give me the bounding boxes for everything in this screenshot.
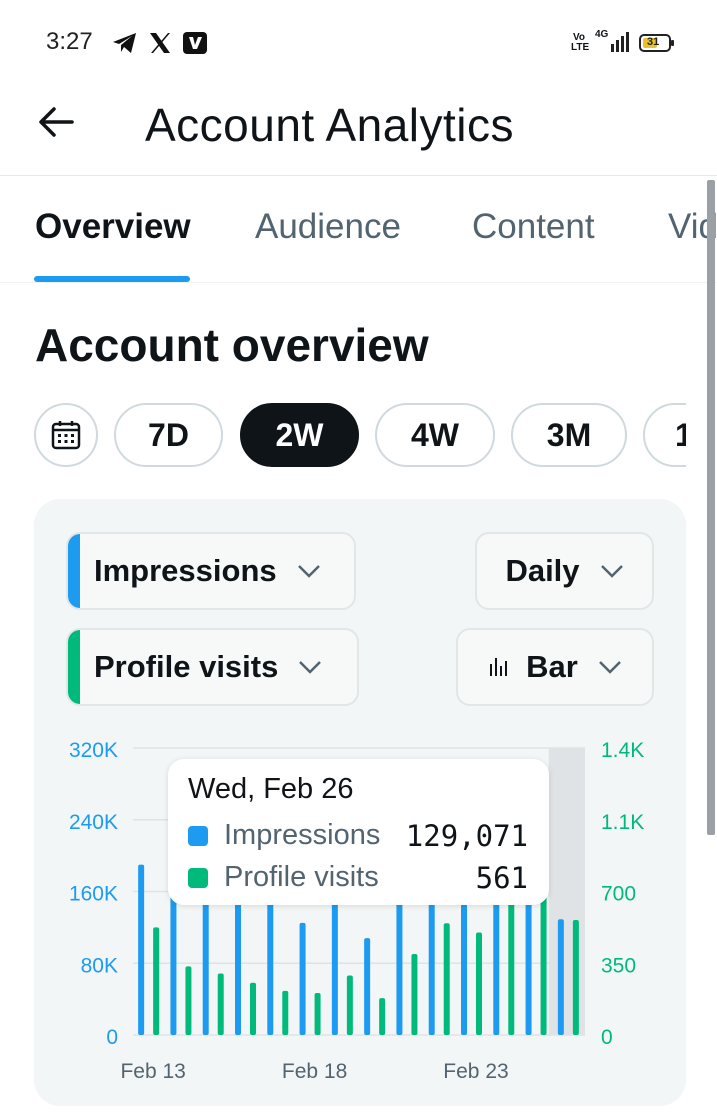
tooltip-series-name: Impressions	[224, 819, 381, 851]
bar-impressions	[461, 864, 467, 1035]
interval-label: Daily	[505, 553, 580, 588]
telegram-icon	[112, 32, 138, 59]
v-app-icon	[182, 31, 208, 60]
bar-profile-visits	[314, 992, 321, 1035]
bar-impressions	[331, 900, 338, 1035]
bar-profile-visits	[572, 919, 579, 1035]
calendar-button[interactable]	[34, 403, 98, 467]
bar-impressions	[396, 878, 403, 1035]
back-button[interactable]	[34, 100, 78, 144]
tooltip-series-value: 561	[475, 861, 528, 895]
battery-level: 31	[647, 36, 660, 48]
bar-impressions	[138, 864, 145, 1035]
tab-bar: Overview Audience Content Vid	[0, 177, 717, 283]
bar-profile-visits	[443, 923, 450, 1035]
interval-dropdown[interactable]: Daily	[475, 532, 654, 610]
y-right-tick-label: 1.1K	[601, 811, 644, 834]
range-4w[interactable]: 4W	[375, 403, 495, 467]
bar-profile-visits	[153, 927, 160, 1035]
bar-impressions	[202, 882, 209, 1035]
range-7d[interactable]: 7D	[114, 403, 223, 467]
status-time: 3:27	[46, 28, 93, 55]
y-right-tick-label: 350	[601, 954, 636, 977]
section-title: Account overview	[35, 319, 429, 371]
profile-visits-swatch	[188, 868, 208, 888]
tooltip-date: Wed, Feb 26	[188, 773, 354, 805]
app-header: Account Analytics	[0, 88, 717, 176]
y-left-tick-label: 320K	[69, 739, 118, 762]
battery-icon: 31	[639, 33, 675, 53]
tab-audience[interactable]: Audience	[255, 207, 401, 246]
date-range-selector: 7D 2W 4W 3M 1	[34, 403, 686, 469]
bar-chart-icon	[490, 658, 508, 676]
range-2w[interactable]: 2W	[240, 403, 359, 467]
x-icon	[148, 32, 172, 59]
tooltip-series-name: Profile visits	[224, 861, 379, 893]
bar-profile-visits	[282, 990, 289, 1035]
metric2-label: Profile visits	[94, 649, 279, 684]
tab-overview[interactable]: Overview	[35, 207, 191, 246]
scrollbar[interactable]	[707, 180, 715, 835]
bar-profile-visits	[250, 982, 256, 1035]
signal-icon: 4G	[595, 29, 631, 54]
y-left-tick-label: 0	[106, 1026, 118, 1049]
network-type-label: 4G	[595, 29, 609, 40]
y-left-tick-label: 160K	[69, 883, 118, 906]
status-bar: 3:27 Vo LTE 4G 31	[0, 0, 717, 88]
bar-profile-visits	[411, 954, 418, 1035]
bar-impressions	[267, 887, 274, 1035]
chevron-down-icon	[598, 661, 621, 674]
chevron-down-icon	[299, 661, 322, 674]
x-tick-label: Feb 23	[443, 1060, 508, 1083]
bar-profile-visits	[508, 900, 515, 1035]
bar-impressions	[364, 938, 371, 1035]
bar-profile-visits	[346, 975, 353, 1035]
chart-type-dropdown[interactable]: Bar	[456, 628, 654, 706]
metric1-color-bar	[68, 534, 80, 608]
y-right-tick-label: 1.4K	[601, 739, 644, 762]
chart-tooltip: Wed, Feb 26 Impressions 129,071 Profile …	[168, 759, 549, 905]
metric2-dropdown[interactable]: Profile visits	[66, 628, 359, 706]
bar-impressions	[557, 919, 564, 1035]
status-left-icons	[112, 31, 208, 60]
bar-profile-visits	[185, 966, 192, 1035]
metric1-dropdown[interactable]: Impressions	[66, 532, 356, 610]
chart-type-label: Bar	[526, 649, 578, 684]
chevron-down-icon	[297, 565, 320, 578]
tooltip-series-value: 129,071	[405, 819, 528, 853]
bar-profile-visits	[540, 893, 547, 1035]
back-arrow-icon	[39, 107, 74, 137]
bar-impressions	[299, 922, 306, 1035]
bar-profile-visits	[379, 998, 386, 1035]
chevron-down-icon	[600, 565, 623, 578]
y-right-tick-label: 700	[601, 883, 636, 906]
bar-impressions	[428, 869, 435, 1035]
x-tick-label: Feb 18	[282, 1060, 347, 1083]
page-title: Account Analytics	[145, 99, 515, 151]
y-left-tick-label: 240K	[69, 811, 118, 834]
calendar-icon	[51, 421, 81, 450]
range-1y[interactable]: 1	[643, 403, 686, 467]
bar-impressions	[235, 891, 241, 1035]
metric1-label: Impressions	[94, 553, 277, 588]
tooltip-row-profile-visits: Profile visits 561	[188, 859, 528, 895]
metric2-color-bar	[68, 630, 80, 704]
y-right-tick-label: 0	[601, 1026, 613, 1049]
range-3m[interactable]: 3M	[511, 403, 627, 467]
volte-icon: Vo LTE	[571, 32, 590, 53]
bar-impressions	[170, 878, 177, 1035]
impressions-swatch	[188, 826, 208, 846]
x-tick-label: Feb 13	[120, 1060, 185, 1083]
tooltip-row-impressions: Impressions 129,071	[188, 817, 528, 853]
bar-profile-visits	[476, 932, 482, 1035]
status-right-icons: Vo LTE 4G 31	[571, 29, 675, 54]
tab-content[interactable]: Content	[472, 207, 595, 246]
bar-profile-visits	[217, 973, 224, 1035]
active-tab-indicator	[34, 276, 190, 282]
y-left-tick-label: 80K	[81, 954, 118, 977]
